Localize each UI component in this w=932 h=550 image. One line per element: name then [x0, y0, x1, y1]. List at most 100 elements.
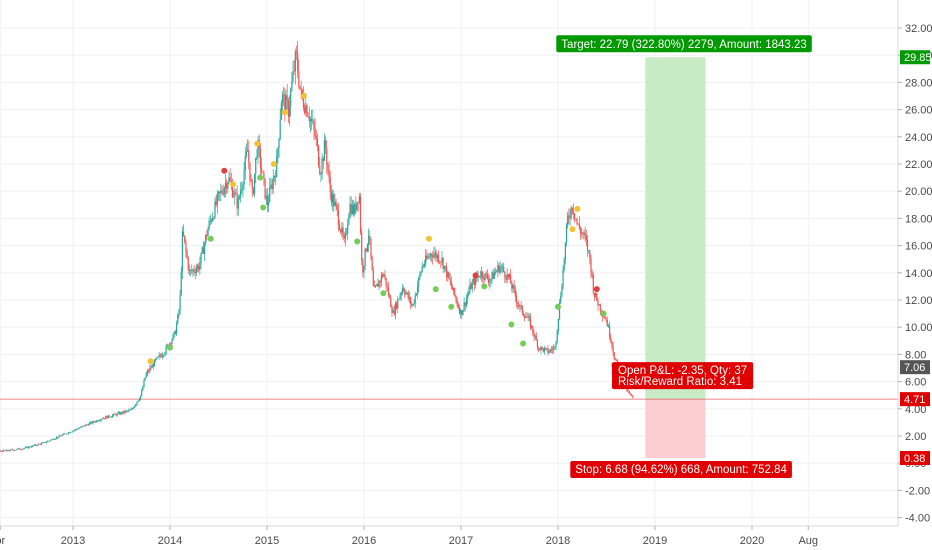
- price-tick-label: 16.00: [905, 241, 932, 253]
- candle: [567, 211, 569, 229]
- candle-body: [125, 410, 128, 412]
- candle: [222, 184, 224, 197]
- candle-body: [46, 441, 48, 443]
- price-tick-label: 12.00: [905, 295, 932, 307]
- candle-body: [372, 270, 374, 286]
- candle: [596, 292, 598, 302]
- candle: [598, 304, 600, 306]
- candle-body: [276, 157, 278, 177]
- candle: [116, 412, 118, 417]
- candle-body: [221, 190, 223, 193]
- signal-dot-yellow: [147, 358, 154, 365]
- candle-body: [165, 346, 167, 353]
- candle: [531, 324, 533, 330]
- candle-body: [31, 445, 33, 447]
- candle-body: [536, 340, 539, 348]
- candle: [291, 72, 293, 93]
- candle: [206, 230, 208, 241]
- candle-body: [111, 415, 114, 417]
- candle-body: [321, 158, 323, 175]
- candle-body: [348, 215, 350, 225]
- candle: [425, 248, 427, 268]
- target-label-bg: [556, 35, 812, 53]
- candle-body: [586, 240, 589, 251]
- candle-body: [160, 355, 163, 357]
- candle: [554, 345, 556, 350]
- candle: [44, 442, 46, 444]
- candle: [236, 185, 238, 217]
- current-price-tag-text: 7.06: [904, 362, 925, 374]
- candle-body: [10, 449, 12, 451]
- candle: [121, 411, 123, 416]
- candle-body: [299, 85, 301, 89]
- candle-body: [306, 105, 308, 116]
- candle: [358, 192, 360, 205]
- candle-body: [260, 167, 263, 172]
- candle-body: [323, 140, 326, 161]
- time-axis[interactable]: pr 2013 2014 2015 2016 2017 2018 2019 2020 Aug: [0, 526, 818, 547]
- candle: [32, 445, 35, 447]
- candle: [497, 260, 499, 278]
- candle: [375, 284, 377, 289]
- candle-body: [489, 280, 491, 283]
- candle-body: [414, 295, 416, 304]
- candle-body: [304, 107, 306, 114]
- candle-body: [316, 138, 319, 146]
- candle-body: [0, 450, 2, 452]
- candle-body: [40, 443, 43, 445]
- candle-body: [199, 263, 201, 270]
- candle: [15, 449, 17, 451]
- candle: [610, 333, 612, 344]
- candle-body: [402, 288, 405, 291]
- candle-body: [11, 449, 14, 451]
- candle: [57, 437, 59, 439]
- time-tick-label: 2016: [352, 535, 376, 547]
- candle: [192, 268, 194, 277]
- price-tick-label: 24.00: [905, 132, 932, 144]
- candle-body: [471, 282, 473, 289]
- price-tick-label: 22.00: [905, 159, 932, 171]
- candle: [149, 364, 151, 374]
- candle: [590, 254, 592, 279]
- candle: [285, 89, 287, 111]
- candle: [20, 448, 22, 451]
- candle-body: [605, 319, 607, 321]
- candle: [533, 329, 535, 342]
- candle: [277, 146, 279, 164]
- candle: [627, 388, 629, 394]
- price-axis[interactable]: 32.0030.0028.0026.0024.0022.0020.0018.00…: [898, 23, 932, 525]
- candle: [155, 358, 157, 363]
- candle: [512, 283, 514, 294]
- candle-body: [185, 241, 187, 251]
- candle: [146, 368, 149, 377]
- candle: [3, 449, 5, 451]
- stop-label-box[interactable]: Stop: 6.68 (94.62%) 668, Amount: 752.84: [570, 461, 792, 479]
- candle: [354, 202, 356, 217]
- candle-body: [411, 303, 413, 306]
- candle: [446, 262, 448, 282]
- candle-body: [88, 423, 90, 426]
- candle: [609, 321, 611, 340]
- candle-body: [508, 274, 511, 278]
- candle-body: [582, 232, 584, 235]
- candle-body: [632, 395, 634, 398]
- target-label-box[interactable]: Target: 22.79 (322.80%) 2279, Amount: 18…: [556, 35, 812, 53]
- candle-body: [100, 419, 102, 421]
- candle-body: [242, 184, 244, 189]
- candle-body: [485, 273, 487, 275]
- candle-body: [145, 373, 147, 378]
- candle: [328, 160, 330, 184]
- candle-body: [555, 341, 557, 347]
- candle: [21, 448, 23, 451]
- candle-body: [429, 254, 431, 257]
- candle-body: [20, 449, 22, 451]
- pnl-label-box[interactable]: Open P&L: -2.35, Qty: 37 Risk/Reward Rat…: [612, 362, 754, 390]
- candle: [50, 439, 52, 442]
- candle: [6, 449, 8, 451]
- candle-body: [210, 220, 213, 222]
- signal-dot-green: [167, 344, 173, 351]
- candle-body: [331, 194, 334, 203]
- candle-body: [629, 393, 632, 396]
- target-price-tag-text: 29.85: [904, 52, 932, 64]
